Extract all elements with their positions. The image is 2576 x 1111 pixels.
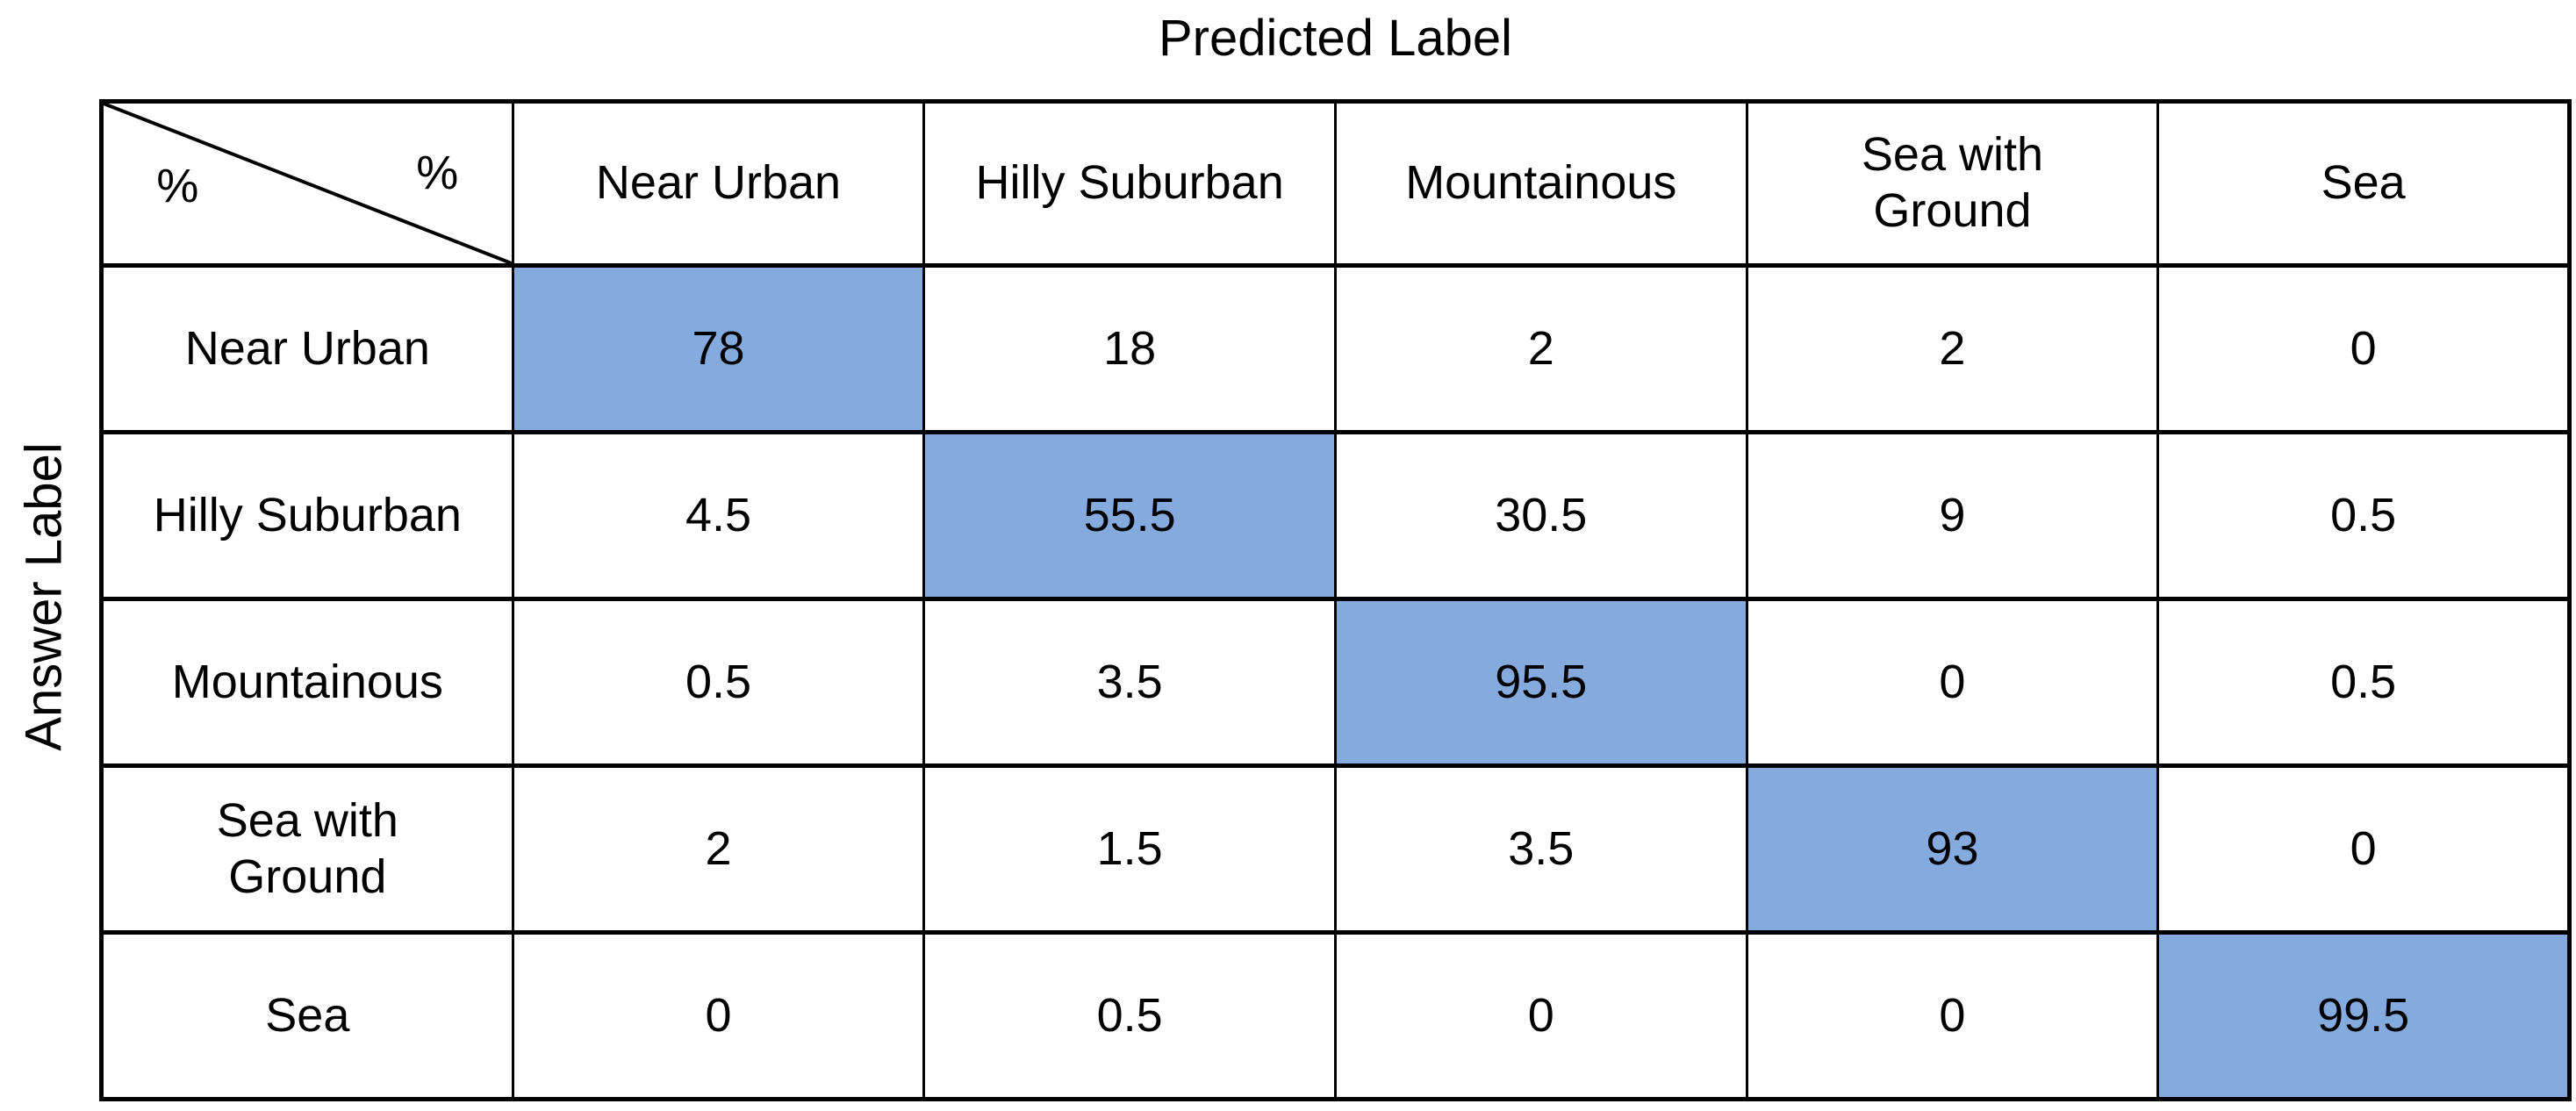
- column-header-near-urban: Near Urban: [511, 99, 926, 268]
- matrix-cell: 55.5: [922, 430, 1337, 601]
- corner-percent-left: %: [156, 159, 199, 212]
- matrix-cell: 2: [1745, 263, 2160, 434]
- matrix-cell: 0: [1745, 930, 2160, 1101]
- row-header-mountainous: Mountainous: [100, 597, 514, 768]
- y-axis-title: Answer Label: [15, 442, 73, 751]
- matrix-cell: 0: [511, 930, 926, 1101]
- matrix-cell: 99.5: [2156, 930, 2571, 1101]
- table-header: % % Near Urban Hilly Suburban Mountainou…: [100, 99, 2571, 268]
- matrix-cell: 0.5: [2156, 597, 2571, 768]
- matrix-cell: 3.5: [1333, 763, 1748, 935]
- matrix-cell: 3.5: [922, 597, 1337, 768]
- matrix-cell: 93: [1745, 763, 2160, 935]
- matrix-cell: 78: [511, 263, 926, 434]
- header-row: % % Near Urban Hilly Suburban Mountainou…: [100, 99, 2571, 268]
- matrix-cell: 2: [1333, 263, 1748, 434]
- diagonal-line: [104, 104, 512, 263]
- column-header-mountainous: Mountainous: [1333, 99, 1748, 268]
- table-row-hilly-suburban: Hilly Suburban 4.5 55.5 30.5 9 0.5: [100, 430, 2571, 601]
- matrix-cell: 0: [2156, 263, 2571, 434]
- column-header-sea: Sea: [2156, 99, 2571, 268]
- corner-percent-right: %: [416, 147, 459, 200]
- matrix-cell: 0: [1333, 930, 1748, 1101]
- row-header-sea: Sea: [100, 930, 514, 1101]
- row-header-near-urban: Near Urban: [100, 263, 514, 434]
- matrix-cell: 2: [511, 763, 926, 935]
- corner-cell: % %: [100, 99, 514, 268]
- matrix-cell: 30.5: [1333, 430, 1748, 601]
- table-row-sea: Sea 0 0.5 0 0 99.5: [100, 930, 2571, 1101]
- table-row-sea-with-ground: Sea with Ground 2 1.5 3.5 93 0: [100, 763, 2571, 935]
- table-row-near-urban: Near Urban 78 18 2 2 0: [100, 263, 2571, 434]
- matrix-cell: 1.5: [922, 763, 1337, 935]
- table-row-mountainous: Mountainous 0.5 3.5 95.5 0 0.5: [100, 597, 2571, 768]
- matrix-cell: 0.5: [922, 930, 1337, 1101]
- row-header-hilly-suburban: Hilly Suburban: [100, 430, 514, 601]
- column-header-hilly-suburban: Hilly Suburban: [922, 99, 1337, 268]
- matrix-cell: 4.5: [511, 430, 926, 601]
- x-axis-title: Predicted Label: [1158, 10, 1513, 67]
- matrix-cell: 0: [2156, 763, 2571, 935]
- table-body: Near Urban 78 18 2 2 0 Hilly Suburban 4.…: [100, 263, 2571, 1101]
- matrix-cell: 18: [922, 263, 1337, 434]
- matrix-cell: 95.5: [1333, 597, 1748, 768]
- column-header-sea-with-ground: Sea with Ground: [1745, 99, 2160, 268]
- confusion-matrix-table: % % Near Urban Hilly Suburban Mountainou…: [99, 99, 2572, 1101]
- matrix-cell: 0: [1745, 597, 2160, 768]
- matrix-cell: 0.5: [2156, 430, 2571, 601]
- matrix-cell: 9: [1745, 430, 2160, 601]
- matrix-cell: 0.5: [511, 597, 926, 768]
- row-header-sea-with-ground: Sea with Ground: [100, 763, 514, 935]
